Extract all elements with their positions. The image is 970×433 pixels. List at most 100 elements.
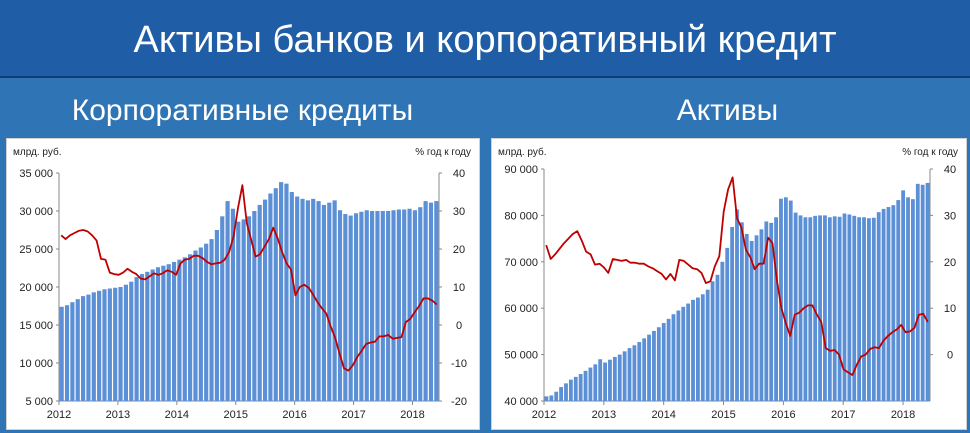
bar xyxy=(284,183,289,401)
chart-title-loans: Корпоративные кредиты xyxy=(71,94,414,127)
bar xyxy=(671,314,676,401)
chart-loans: млрд. руб. % год к году 5 000 10 000 15 00… xyxy=(6,138,480,430)
bar xyxy=(769,222,774,401)
bar xyxy=(744,233,749,401)
bar xyxy=(725,247,730,401)
bar xyxy=(209,239,214,401)
bar xyxy=(647,334,651,401)
bar xyxy=(295,196,300,401)
chart-canvas-loans: 5 000 10 000 15 000 20 000 25 000 30 000 35 00… xyxy=(19,168,467,421)
bar xyxy=(564,383,568,401)
x-tick-label: 2015 xyxy=(711,409,735,421)
bar xyxy=(359,211,364,401)
bar xyxy=(102,289,107,401)
bar xyxy=(896,200,901,401)
bar xyxy=(867,218,871,401)
bar xyxy=(353,213,359,401)
bar xyxy=(857,217,862,401)
bar xyxy=(739,222,744,401)
bar xyxy=(59,306,64,401)
bar xyxy=(407,208,412,401)
bar xyxy=(204,243,209,401)
bar xyxy=(608,359,612,401)
x-tick-label: 2013 xyxy=(592,409,616,421)
bar-series xyxy=(544,182,930,401)
bar xyxy=(642,338,647,401)
bar xyxy=(832,216,837,401)
bar xyxy=(798,215,803,401)
bar xyxy=(876,212,881,401)
left-tick-label: 90 000 xyxy=(504,164,538,176)
right-tick-label: 40 xyxy=(944,164,956,176)
bar xyxy=(705,289,710,401)
left-axis-unit: млрд. руб. xyxy=(498,147,547,158)
bar xyxy=(300,198,305,401)
bar xyxy=(696,297,700,401)
bar xyxy=(80,296,86,401)
bar xyxy=(396,209,401,401)
bar xyxy=(171,261,177,401)
bar xyxy=(241,219,246,401)
bar xyxy=(364,210,369,401)
bar xyxy=(225,201,230,401)
bar xyxy=(311,198,316,401)
left-tick-label: 5 000 xyxy=(25,396,53,408)
bar xyxy=(676,310,681,401)
bar xyxy=(559,387,564,401)
bar xyxy=(348,215,353,401)
bar xyxy=(230,208,236,401)
bar xyxy=(64,305,70,401)
right-tick-label: 10 xyxy=(944,303,956,315)
bar xyxy=(97,290,102,401)
right-tick-label: -10 xyxy=(451,358,467,370)
left-tick-label: 35 000 xyxy=(19,168,53,180)
right-tick-label: 10 xyxy=(453,282,465,294)
bar xyxy=(279,182,284,401)
bar xyxy=(754,235,759,401)
bar xyxy=(700,294,705,401)
bar xyxy=(910,199,915,401)
bar xyxy=(198,247,203,401)
bar xyxy=(774,217,778,401)
chart-assets: млрд. руб. % год к году 40 000 50 000 60 0… xyxy=(491,138,967,430)
x-tick-label: 2018 xyxy=(891,409,915,421)
bar xyxy=(145,271,150,401)
x-tick-label: 2015 xyxy=(224,409,248,421)
bar xyxy=(134,277,139,401)
bar xyxy=(375,211,380,401)
bar xyxy=(617,354,622,401)
bar xyxy=(730,227,735,401)
bar xyxy=(246,216,252,401)
bar xyxy=(837,216,842,401)
left-tick-label: 40 000 xyxy=(504,396,538,408)
bar xyxy=(886,207,891,401)
bar xyxy=(749,240,754,401)
bar xyxy=(661,323,666,401)
left-tick-label: 30 000 xyxy=(19,206,53,218)
bar xyxy=(166,264,171,401)
bar xyxy=(632,345,637,401)
bar xyxy=(273,188,278,401)
bar xyxy=(391,210,396,401)
bar xyxy=(182,257,187,401)
x-tick-label: 2016 xyxy=(282,409,306,421)
bar xyxy=(332,200,337,401)
bar xyxy=(573,376,578,401)
bar xyxy=(91,292,96,401)
x-tick-label: 2017 xyxy=(831,409,855,421)
chart-canvas-assets: 40 000 50 000 60 000 70 000 80 000 90 000 0 10 2… xyxy=(504,164,956,421)
bar xyxy=(386,211,391,401)
bar xyxy=(118,287,123,401)
left-tick-label: 20 000 xyxy=(19,282,53,294)
bar xyxy=(862,217,866,401)
bar xyxy=(86,294,91,401)
bar xyxy=(316,201,321,401)
bar xyxy=(691,299,695,401)
bar xyxy=(788,200,793,401)
bar xyxy=(793,212,798,401)
bar xyxy=(150,269,155,401)
bar xyxy=(70,302,75,401)
bar xyxy=(803,217,808,401)
left-tick-label: 25 000 xyxy=(19,244,53,256)
bar xyxy=(139,274,145,401)
